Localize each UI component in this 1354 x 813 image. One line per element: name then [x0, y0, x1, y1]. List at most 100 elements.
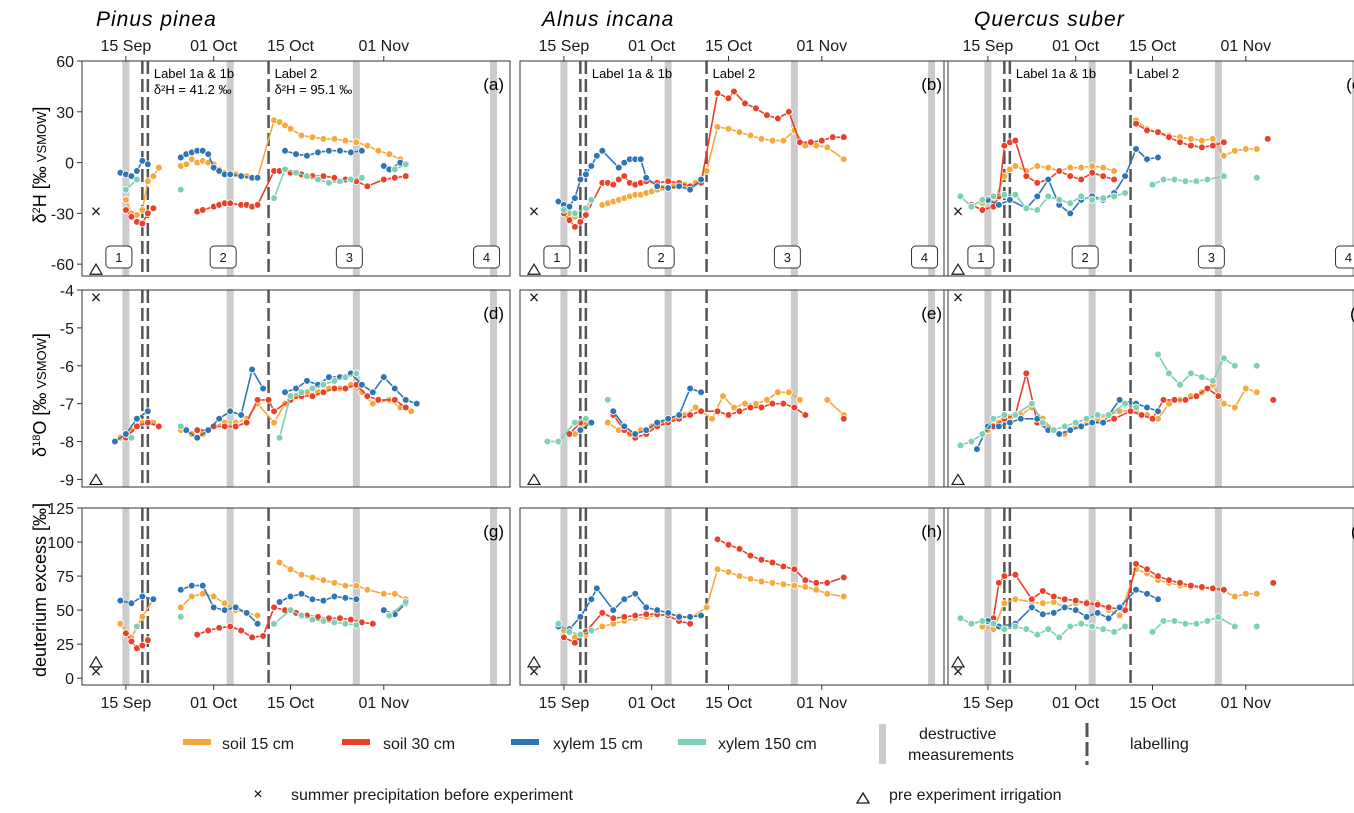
- data-point: [1252, 145, 1261, 153]
- data-point: [697, 407, 705, 416]
- data-point: [319, 617, 328, 625]
- data-point: [724, 568, 733, 576]
- data-point: [319, 596, 328, 605]
- data-point: [620, 595, 629, 604]
- data-point: [297, 611, 306, 620]
- data-point: [1198, 136, 1206, 145]
- y-axis-titles: δ2H [‰VSMOW] δ18O [‰VSMOW] deuterium exc…: [30, 107, 50, 677]
- data-point: [1071, 418, 1080, 427]
- species-titles: Pinus pinea Alnus incana Quercus suber: [96, 8, 1124, 31]
- data-point: [401, 403, 410, 412]
- data-point: [1143, 565, 1151, 574]
- data-point: [385, 150, 394, 158]
- data-point: [1231, 622, 1239, 631]
- data-point: [768, 136, 777, 145]
- data-point: [1110, 192, 1118, 201]
- top-x-tick-label: 01 Nov: [796, 38, 847, 55]
- data-point: [133, 622, 141, 631]
- data-point: [697, 611, 705, 620]
- data-point: [390, 165, 399, 174]
- data-point: [308, 133, 317, 141]
- data-point: [1099, 163, 1107, 172]
- destructive-bar: [928, 508, 936, 685]
- data-point: [407, 407, 416, 416]
- data-point: [363, 141, 372, 150]
- campaign-box: [105, 245, 133, 269]
- data-point: [1027, 603, 1036, 612]
- data-point: [209, 163, 218, 172]
- data-point: [554, 619, 563, 628]
- destructive-bar: [1214, 290, 1222, 487]
- data-point: [1000, 190, 1009, 199]
- data-point: [978, 617, 987, 625]
- data-point: [231, 603, 240, 612]
- data-point: [352, 369, 361, 378]
- data-point: [565, 430, 574, 438]
- data-point: [259, 632, 267, 640]
- data-point: [1104, 614, 1113, 623]
- data-point: [1077, 619, 1085, 628]
- top-x-tick-label: 15 Sep: [963, 38, 1014, 55]
- irrigation-marker: [88, 473, 104, 486]
- data-point: [719, 392, 727, 400]
- data-point: [790, 565, 799, 574]
- bottom-x-tick-label: 15 Oct: [267, 695, 315, 712]
- data-point: [697, 175, 705, 184]
- data-point: [264, 396, 273, 404]
- data-point: [713, 89, 722, 97]
- legend-swatch-xylem150: [678, 739, 706, 745]
- irrigation-marker: [526, 655, 542, 668]
- data-point: [1077, 192, 1085, 201]
- data-point: [1148, 415, 1157, 423]
- data-point: [571, 223, 579, 231]
- data-point: [325, 146, 333, 155]
- data-point: [642, 426, 651, 434]
- data-point: [779, 580, 788, 589]
- top-x-tick-label: 01 Oct: [1052, 38, 1100, 55]
- bottom-x-tick-label: 01 Oct: [628, 695, 676, 712]
- data-point: [1049, 426, 1058, 434]
- data-point: [1192, 392, 1201, 400]
- data-point: [237, 626, 245, 635]
- data-point: [292, 168, 300, 177]
- data-point: [308, 392, 317, 400]
- data-point: [1071, 606, 1080, 614]
- destructive-bar: [560, 61, 568, 276]
- data-point: [1006, 418, 1014, 427]
- data-point: [231, 422, 240, 431]
- panel-frame: [81, 60, 511, 277]
- data-point: [713, 407, 722, 416]
- label2-annotation: Label 2: [275, 66, 318, 81]
- data-point: [1077, 175, 1085, 184]
- data-point: [1099, 418, 1107, 427]
- data-point: [724, 94, 733, 103]
- destructive-bar: [790, 290, 798, 487]
- top-x-tick-label: 15 Sep: [539, 38, 590, 55]
- data-point: [1203, 384, 1212, 393]
- y-axis-title-d18o-prefix: δ: [30, 447, 50, 457]
- data-point: [209, 603, 218, 612]
- data-point: [763, 111, 771, 119]
- data-point: [204, 426, 213, 434]
- data-point: [785, 107, 793, 116]
- summer-precip-marker: ×: [91, 661, 102, 681]
- data-point: [379, 175, 388, 184]
- data-point: [768, 558, 777, 567]
- data-point: [270, 619, 278, 628]
- data-point: [1027, 399, 1036, 408]
- y-tick-label: -4: [60, 283, 74, 300]
- data-point: [812, 585, 821, 594]
- destructive-bar: [1088, 290, 1096, 487]
- data-point: [198, 581, 207, 590]
- irrigation-marker: [950, 655, 966, 668]
- data-point: [956, 614, 965, 623]
- data-point: [1060, 595, 1069, 604]
- data-point: [116, 619, 125, 628]
- data-point: [1176, 380, 1184, 389]
- bottom-x-tick-label: 01 Nov: [1220, 695, 1271, 712]
- data-point: [341, 136, 350, 145]
- data-point: [1143, 155, 1151, 163]
- data-point: [1110, 175, 1118, 184]
- data-point: [374, 146, 383, 155]
- data-point: [292, 150, 300, 158]
